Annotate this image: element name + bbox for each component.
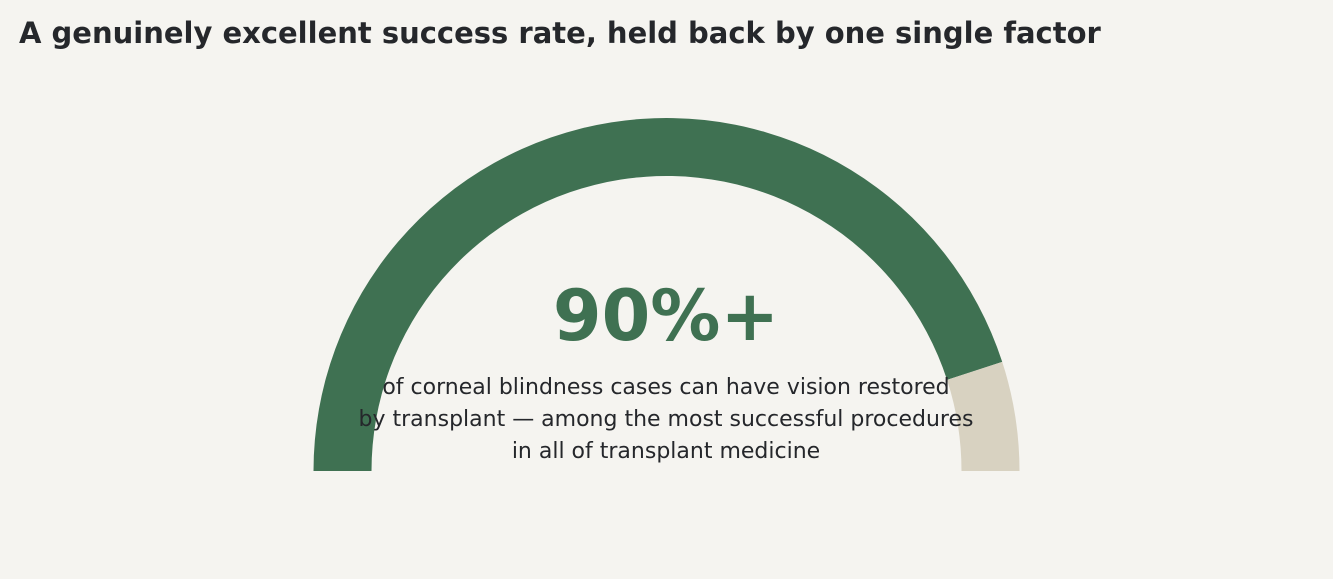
gauge-remaining-arc [947,361,1020,471]
caption-line-2: by transplant — among the most successfu… [359,407,974,432]
chart-title: A genuinely excellent success rate, held… [19,16,1101,50]
gauge-filled-arc [313,118,1003,471]
gauge-value-label: 90%+ [553,275,779,357]
caption-line-3: in all of transplant medicine [512,439,820,464]
caption-line-1: of corneal blindness cases can have visi… [382,375,949,400]
